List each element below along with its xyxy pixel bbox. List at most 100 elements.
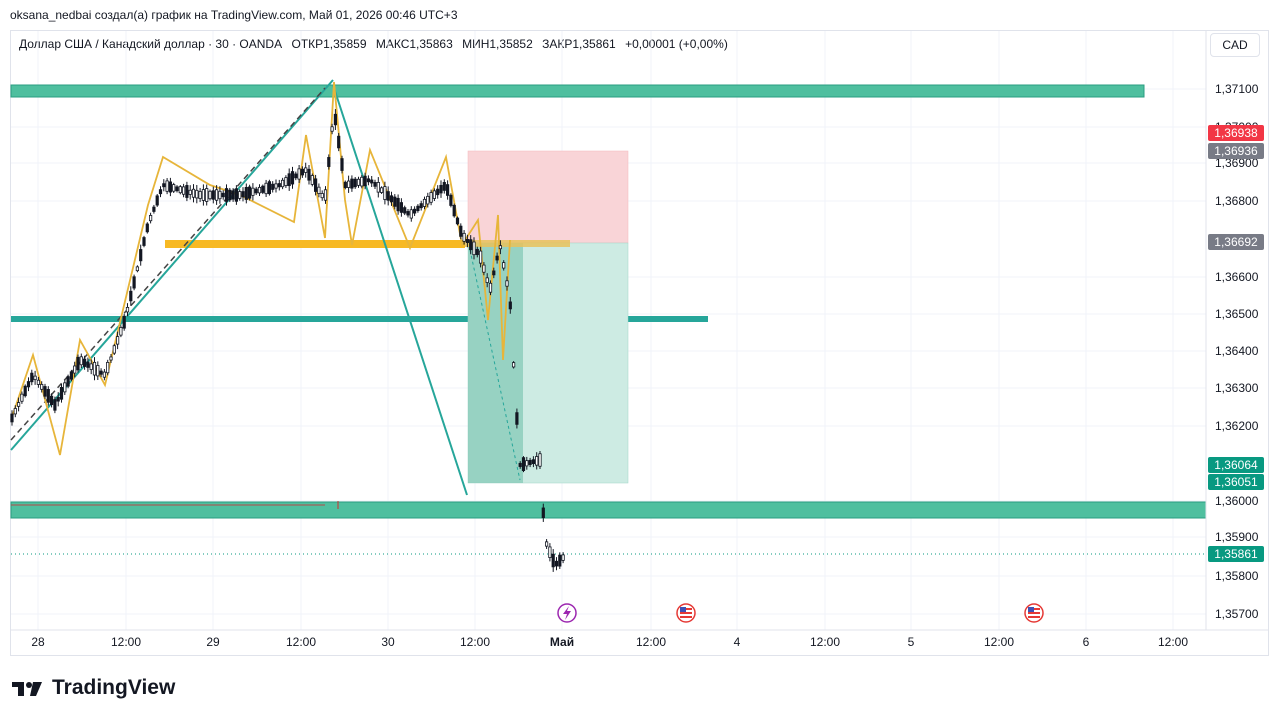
candle-body: [495, 255, 499, 261]
candle-body: [416, 205, 420, 212]
candle-body: [488, 282, 493, 293]
candle-body: [89, 363, 93, 370]
candle-body: [498, 245, 503, 250]
candle-body: [300, 168, 305, 176]
candle-body: [290, 171, 295, 185]
candle-body: [320, 193, 324, 199]
price-tick-label: 1,36600: [1215, 270, 1259, 284]
candle-body: [205, 188, 209, 202]
candle-body: [528, 459, 532, 465]
ohlc-high: МАКС1,35863: [375, 37, 453, 51]
candle-body: [409, 209, 413, 219]
candle-body: [541, 507, 545, 519]
candle-body: [383, 186, 387, 200]
candle-body: [129, 290, 133, 302]
candle-body: [426, 195, 430, 205]
candle-body: [251, 187, 255, 196]
candle-body: [56, 396, 60, 402]
time-tick-label: 30: [381, 635, 395, 649]
candle-body: [518, 462, 522, 467]
candle-body: [112, 345, 116, 354]
candle-body: [422, 198, 427, 207]
candle-body: [419, 203, 423, 209]
candle-body: [10, 413, 14, 423]
candle-body: [363, 175, 367, 187]
us-flag-icon[interactable]: [676, 603, 696, 623]
entry-gold-bar: [165, 240, 465, 248]
candle-body: [238, 191, 242, 199]
trendline-down: [332, 84, 468, 496]
candle-body: [396, 197, 400, 212]
candle-body: [195, 189, 199, 199]
price-badge: 1,36051: [1208, 474, 1264, 490]
candle-body: [449, 194, 453, 206]
candle-body: [317, 186, 321, 194]
price-tick-label: 1,37100: [1215, 82, 1259, 96]
candle-body: [469, 239, 473, 251]
candle-body: [297, 168, 301, 180]
candle-body: [432, 190, 437, 199]
svg-text:1,36051: 1,36051: [1214, 475, 1258, 489]
candle-body: [478, 250, 483, 264]
candle-body: [221, 192, 225, 198]
time-tick-label: Май: [550, 635, 574, 649]
price-tick-label: 1,36300: [1215, 381, 1259, 395]
time-tick-label: 12:00: [1158, 635, 1188, 649]
price-tick-label: 1,36200: [1215, 419, 1259, 433]
candle-body: [33, 375, 37, 381]
candle-body: [83, 358, 87, 367]
us-flag-icon[interactable]: [1024, 603, 1044, 623]
candle-body: [360, 176, 364, 187]
price-tick-label: 1,35900: [1215, 530, 1259, 544]
candle-body: [482, 264, 486, 273]
candle-body: [188, 189, 192, 195]
candle-body: [125, 307, 130, 313]
candle-body: [561, 554, 565, 561]
currency-button[interactable]: CAD: [1210, 33, 1260, 57]
candle-body: [353, 178, 357, 188]
candle-body: [412, 208, 417, 214]
candle-body: [201, 189, 205, 201]
candle-body: [102, 371, 106, 378]
ohlc-low: МИН1,35852: [462, 37, 533, 51]
price-tick-label: 1,35700: [1215, 607, 1259, 621]
candle-body: [228, 189, 232, 201]
time-tick-label: 29: [206, 635, 220, 649]
candle-body: [109, 356, 113, 361]
price-tick-label: 1,35800: [1215, 569, 1259, 583]
candle-body: [76, 356, 80, 371]
candle-body: [214, 189, 219, 201]
candle-body: [389, 195, 394, 203]
candle-body: [247, 186, 252, 199]
candle-body: [231, 190, 235, 200]
support-zone: [10, 501, 1207, 519]
candle-body: [135, 266, 139, 272]
candle-body: [459, 225, 463, 237]
candle-body: [145, 223, 149, 233]
candle-body: [439, 184, 443, 194]
candle-body: [472, 241, 476, 256]
candle-body: [406, 211, 410, 216]
candle-body: [399, 202, 404, 213]
trendline-dashed: [10, 87, 326, 441]
candle-body: [538, 453, 542, 467]
candle-body: [53, 399, 57, 411]
candle-body: [139, 249, 143, 262]
candle-body: [307, 168, 311, 181]
candle-body: [241, 191, 245, 198]
candle-body: [346, 180, 351, 188]
symbol-name[interactable]: Доллар США / Канадский доллар · 30 · OAN…: [19, 37, 283, 51]
candle-body: [505, 280, 509, 287]
candle-body: [13, 408, 17, 415]
flash-event-icon[interactable]: [557, 603, 577, 623]
candle-body: [116, 336, 120, 345]
candle-body: [30, 372, 34, 383]
candle-body: [379, 187, 384, 193]
svg-text:1,35861: 1,35861: [1214, 547, 1258, 561]
candle-body: [267, 181, 272, 195]
candle-body: [50, 395, 54, 405]
tradingview-logo[interactable]: TradingView: [12, 676, 175, 700]
candle-body: [79, 356, 83, 366]
candle-body: [485, 277, 489, 283]
